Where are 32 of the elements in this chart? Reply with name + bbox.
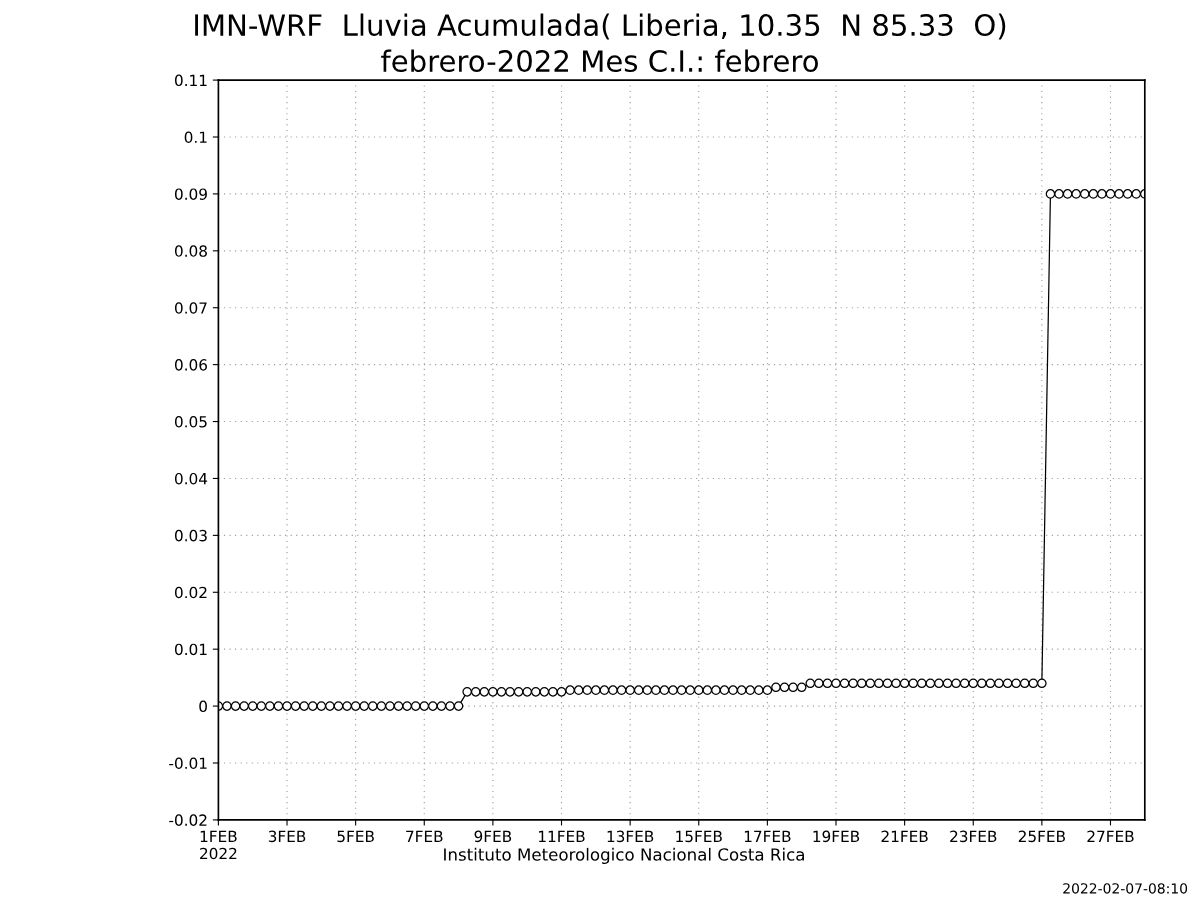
x-tick-label: 7FEB	[406, 830, 443, 842]
x-tick-label: 27FEB	[1087, 830, 1134, 842]
y-tick-label: 0.01	[174, 643, 207, 656]
x-tick-label: 5FEB	[337, 830, 374, 843]
y-tick-label: 0	[199, 700, 207, 713]
chart-title: IMN-WRF Lluvia Acumulada( Liberia, 10.35 N 85.33 O)	[195, 13, 1006, 40]
y-tick-label: 0.02	[174, 586, 207, 599]
text: Instituto Meteorologico Nacional Costa Rica	[444, 847, 804, 864]
x-tick-label: 11FEB	[539, 830, 585, 842]
y-tick-label: -0.02	[169, 814, 207, 826]
chart-subtitle: febrero-2022 Mes C.I.: febrero	[381, 49, 818, 73]
x-tick-label: 23FEB	[950, 830, 997, 843]
x-tick-label: 25FEB	[1018, 830, 1065, 843]
y-tick-label: 0.05	[174, 416, 207, 428]
y-tick-label: 0.09	[174, 188, 207, 200]
y-tick-label: 0.03	[174, 529, 207, 542]
y-tick-label: 0.04	[174, 472, 208, 485]
y-tick-label: -0.01	[169, 757, 207, 770]
y-tick-label: 0.11	[174, 74, 207, 87]
y-tick-label: 0.1	[184, 131, 207, 144]
x-tick-label: 15FEB	[676, 830, 722, 843]
x-tick-label: 3FEB	[268, 830, 306, 843]
text: 2022-02-07-08:10	[1063, 883, 1188, 894]
y-tick-label: 0.07	[174, 302, 207, 314]
x-tick-label: 21FEB	[881, 830, 928, 842]
y-tick-label: 0.06	[174, 359, 208, 371]
x-tick-label: 19FEB	[813, 830, 860, 843]
x-tick-label: 9FEB	[474, 830, 512, 843]
y-tick-label: 0.08	[174, 245, 207, 257]
x-tick-label: 13FEB	[607, 830, 654, 843]
x-tick-label: 1FEB 2022	[200, 830, 237, 860]
x-tick-label: 17FEB	[744, 830, 791, 842]
